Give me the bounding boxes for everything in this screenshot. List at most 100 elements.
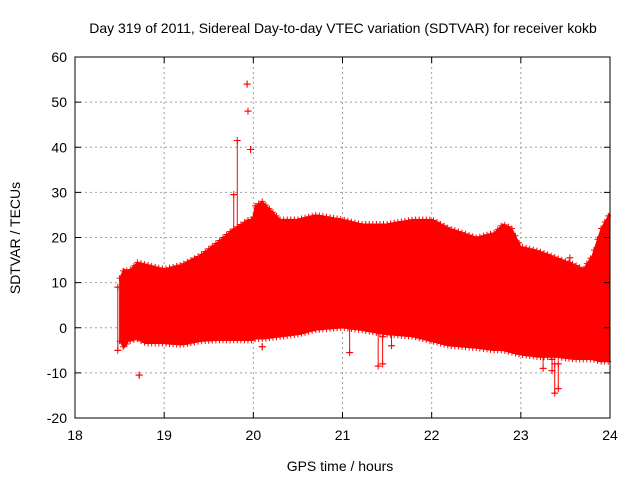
- data-point: [134, 259, 141, 266]
- data-point: [220, 234, 227, 241]
- data-point: [348, 218, 355, 225]
- data-point: [316, 212, 323, 219]
- data-point: [327, 214, 334, 221]
- data-point: [362, 327, 369, 334]
- data-point: [205, 245, 212, 252]
- data-point: [294, 331, 301, 338]
- data-point: [216, 237, 223, 244]
- data-point: [533, 247, 540, 254]
- data-point: [398, 218, 405, 225]
- data-point: [387, 220, 394, 227]
- data-point: [590, 247, 597, 254]
- data-point: [587, 255, 594, 262]
- data-point: [401, 217, 408, 224]
- data-point: [426, 337, 433, 344]
- data-point: [344, 217, 351, 224]
- data-point: [212, 240, 219, 247]
- data-band: [119, 200, 611, 363]
- data-point: [187, 257, 194, 264]
- data-point: [487, 230, 494, 237]
- data-point: [130, 262, 137, 269]
- data-point: [516, 239, 523, 246]
- data-point: [116, 275, 123, 282]
- data-point: [505, 223, 512, 230]
- data-point: [145, 262, 152, 269]
- data-point: [419, 336, 426, 343]
- data-point: [273, 212, 280, 219]
- data-point: [302, 214, 309, 221]
- data-point: [366, 328, 373, 335]
- data-point: [180, 341, 187, 348]
- data-point: [412, 334, 419, 341]
- outlier-point: [243, 80, 251, 88]
- data-point: [505, 348, 512, 355]
- data-point: [434, 339, 441, 346]
- data-point: [583, 260, 590, 267]
- data-point: [444, 224, 451, 231]
- data-point: [173, 262, 180, 269]
- data-point: [127, 266, 134, 273]
- outlier-point: [230, 261, 238, 269]
- outlier-point: [258, 343, 266, 351]
- data-point: [298, 215, 305, 222]
- x-tick-label: 18: [67, 427, 83, 443]
- data-point: [305, 328, 312, 335]
- data-point: [127, 337, 134, 344]
- outlier-point: [346, 349, 354, 357]
- data-point: [341, 216, 348, 223]
- data-point: [462, 230, 469, 237]
- data-point: [409, 333, 416, 340]
- data-point: [269, 209, 276, 216]
- data-point: [202, 248, 209, 255]
- data-point: [252, 202, 259, 209]
- outlier-point: [554, 385, 562, 393]
- data-point: [508, 349, 515, 356]
- data-point: [223, 231, 230, 238]
- outlier-point: [244, 107, 252, 115]
- x-tick-label: 24: [602, 427, 618, 443]
- ticks: 18 19 20 21 22 23 24 -20 -10 0 10 20 30 40 50 60: [47, 49, 618, 443]
- data-point: [537, 248, 544, 255]
- data-point: [501, 221, 508, 228]
- data-point: [473, 234, 480, 241]
- data-point: [491, 229, 498, 236]
- data-point: [359, 327, 366, 334]
- data-point: [351, 219, 358, 226]
- outlier-point: [247, 146, 255, 154]
- data-point: [448, 226, 455, 233]
- data-point: [141, 339, 148, 346]
- data-point: [148, 262, 155, 269]
- data-point: [312, 211, 319, 218]
- data-point: [501, 347, 508, 354]
- data-point: [558, 256, 565, 263]
- data-point: [455, 228, 462, 235]
- data-point: [209, 243, 216, 250]
- data-point: [594, 357, 601, 364]
- data-point: [334, 215, 341, 222]
- outlier-point: [566, 261, 574, 269]
- outlier-point: [554, 360, 562, 368]
- x-tick-label: 23: [513, 427, 529, 443]
- data-point: [305, 213, 312, 220]
- data-point: [437, 340, 444, 347]
- data-point: [530, 246, 537, 253]
- outlier-point: [388, 342, 396, 350]
- data-point: [177, 262, 184, 269]
- data-point: [309, 212, 316, 219]
- data-point: [198, 251, 205, 258]
- data-point: [155, 264, 162, 271]
- x-tick-label: 21: [335, 427, 351, 443]
- data-point: [391, 219, 398, 226]
- data-point: [394, 219, 401, 226]
- data-point: [480, 232, 487, 239]
- data-point: [526, 245, 533, 252]
- data-point: [551, 254, 558, 261]
- data-point: [123, 340, 130, 347]
- outlier-point: [388, 331, 396, 339]
- outlier-point: [240, 247, 248, 255]
- data-point: [590, 356, 597, 363]
- data-point: [319, 213, 326, 220]
- y-tick-label: -20: [47, 410, 67, 426]
- data-point: [130, 336, 137, 343]
- y-tick-label: 30: [51, 184, 67, 200]
